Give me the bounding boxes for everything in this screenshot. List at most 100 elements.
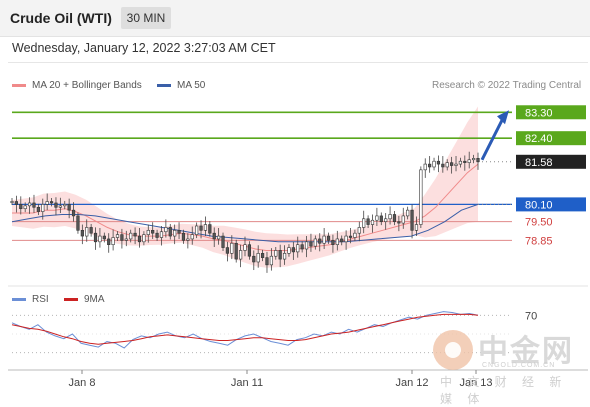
watermark-main: 中金网 [478,335,574,368]
candle-body [173,230,177,237]
bollinger-band [12,106,478,268]
candle-body [164,227,168,233]
research-credit: Research © 2022 Trading Central [432,80,582,91]
candle-body [274,250,278,257]
bollinger-band-area [12,106,478,268]
candle-body [67,204,71,211]
candle-body [397,221,401,224]
candle-body [406,209,410,217]
candle-body [151,230,155,234]
candle-body [260,253,265,258]
candle-body [58,205,62,208]
ma9-swatch [64,298,78,301]
candle-body [287,247,291,254]
candle-body [458,160,463,165]
candle-body [428,163,432,168]
candle-body [392,214,397,222]
candle-body [212,232,216,240]
candle-body [217,235,221,240]
candle-body [300,244,304,250]
candle-body [124,238,128,241]
candle-body [423,163,427,171]
candle-body [137,235,142,243]
candle-body [225,247,230,254]
candle-body [208,224,212,234]
candle-body [146,230,150,235]
legend-label-rsi: RSI [32,294,49,305]
candle-body [168,227,172,237]
candle-body [353,232,357,238]
candle-body [278,250,282,260]
candle-body [326,235,331,241]
candle-body [441,163,445,168]
ma9-line [11,313,479,345]
candle-body [291,247,295,253]
candle-body [375,215,379,221]
candle-body [142,234,146,243]
legend-rsi: RSI [12,294,49,305]
candle-body [401,215,405,224]
x-axis: Jan 8 Jan 11 Jan 12 Jan 13 [8,369,588,389]
candle-body [463,160,467,163]
candle-body [195,225,199,235]
candle-body [410,209,414,231]
candle-body [199,225,203,231]
x-tick-label: Jan 12 [395,377,428,389]
level-tag-target [516,131,586,146]
candle-body [93,232,98,243]
candle-body [221,235,225,248]
candle-body [454,163,458,166]
candle-body [36,206,40,212]
candle-body [89,227,93,234]
candle-body [313,238,317,247]
candle-body [322,235,326,244]
legend-ma50: MA 50 [157,80,205,91]
candle-body [476,158,480,163]
candle-body [41,204,45,212]
instrument-title: Crude Oil (WTI) [10,10,112,26]
candle-body [10,201,14,203]
level-label-target: 83.30 [525,107,553,119]
candle-body [445,162,449,168]
level-label-support: 79.50 [525,217,553,229]
bollinger-swatch [12,84,26,87]
arrow-shaft [480,117,505,161]
candle-body [19,204,23,210]
legend-bollinger: MA 20 + Bollinger Bands [12,80,142,91]
level-label-support: 78.85 [525,235,553,247]
candle-body [436,160,441,165]
candle-body [370,219,375,225]
rsi-level-label: 70 [525,310,537,322]
x-tick-label: Jan 8 [69,377,96,389]
candle-body [159,231,164,238]
candle-body [357,227,361,234]
candle-body [348,235,353,238]
candle-body [467,159,471,163]
candle-body [419,169,423,225]
level-tag-pivot [516,197,586,212]
candle-body [384,218,388,222]
rsi-panel: 70 [8,285,588,354]
candle-body [230,242,234,254]
legend-9ma: 9MA [64,294,105,305]
candle-body [120,234,124,241]
candle-body [203,224,208,231]
candle-body [190,234,194,240]
candle-body [309,241,313,247]
candle-body [318,238,322,244]
candle-body [111,237,115,245]
cngold-logo-center [445,342,461,358]
candle-body [471,158,476,161]
timeframe-button[interactable]: 30 MIN [121,7,171,29]
candle-body [155,232,159,238]
forecast-arrow [480,110,509,161]
candle-body [256,253,260,263]
candle-body [388,214,392,220]
candle-body [450,162,454,166]
candle-body [98,235,102,243]
candle-body [379,215,383,222]
candle-body [238,250,243,260]
candle-body [133,232,137,237]
legend-label-ma50: MA 50 [177,80,206,91]
x-tick-label: Jan 13 [459,377,492,389]
